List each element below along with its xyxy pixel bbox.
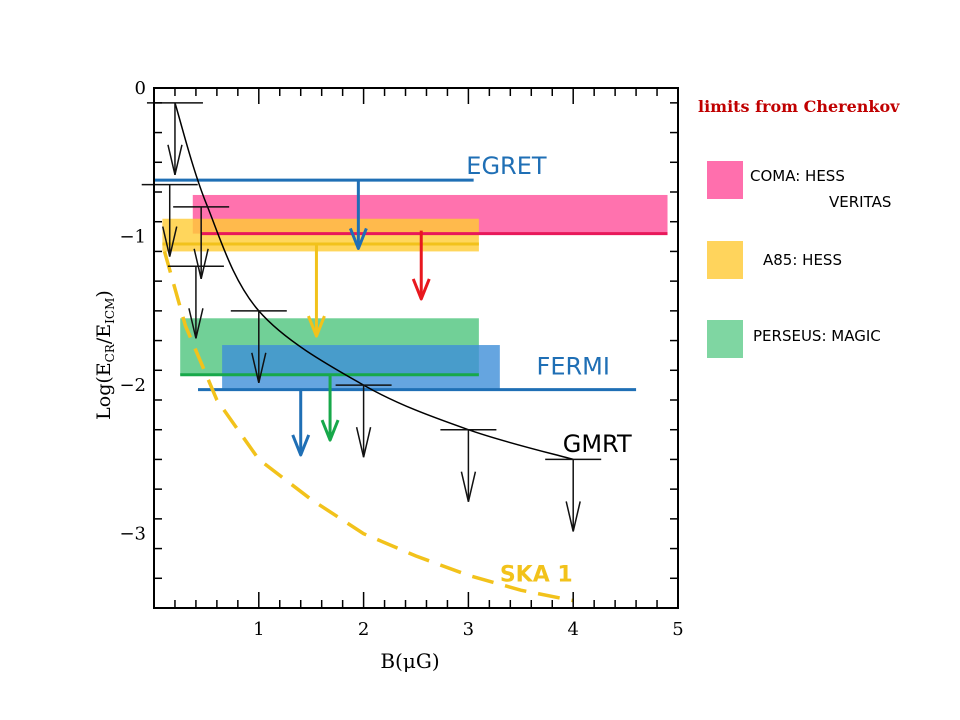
x-tick-label: 1 (253, 619, 264, 640)
legend-swatch-a85 (707, 241, 743, 279)
upper-limit-head-2 (188, 308, 204, 339)
y-axis-label: Log(ECR/EICM) (93, 290, 117, 420)
axis-tick-labels: 1 2 3 4 5 0 −1 −2 −3 (119, 78, 683, 640)
arrow-fermi (291, 389, 311, 457)
upper-limit-marker-5 (335, 384, 392, 458)
arrow-head-egret (348, 227, 368, 250)
upper-limit-head-3 (193, 248, 209, 280)
upper-limit-marker-3 (173, 206, 230, 280)
arrow-head-fermi (291, 434, 311, 457)
y-tick-label: 0 (135, 78, 146, 99)
curve-gmrt (174, 102, 574, 461)
upper-limit-marker-4 (230, 310, 287, 384)
y-label-sub-icm: ICM (103, 298, 117, 324)
y-label-part-slash: /E (93, 324, 115, 344)
arrow-egret (348, 180, 368, 250)
svg-text:Log(ECR/EICM): Log(ECR/EICM) (93, 290, 117, 420)
upper-limit-head-1 (167, 144, 183, 176)
upper-limit-head-7 (565, 501, 581, 532)
y-label-part-close: ) (93, 290, 115, 297)
legend-label-coma: COMA: HESS (750, 167, 845, 185)
upper-limit-marker-0 (141, 183, 198, 257)
x-tick-label: 2 (358, 619, 369, 640)
annotation-fermi: FERMI (537, 353, 610, 381)
y-label-part-log: Log(E (93, 362, 115, 420)
upper-limit-head-0 (161, 226, 178, 257)
x-axis-label: B(μG) (380, 649, 439, 673)
y-tick-label: −2 (119, 375, 146, 396)
annotation-ska-1: SKA 1 (500, 562, 573, 587)
x-tick-label: 3 (463, 619, 474, 640)
arrow-head-a85-hess (307, 315, 326, 338)
upper-limit-marker-7 (545, 458, 602, 532)
legend-label-coma-line2: VERITAS (829, 193, 892, 211)
upper-limit-head-5 (355, 426, 372, 458)
y-label-sub-cr: CR (103, 343, 117, 362)
arrow-perseus-magic (320, 374, 340, 442)
box-fermi-box (222, 345, 500, 390)
annotation-gmrt: GMRT (563, 430, 632, 458)
upper-limit-head-6 (460, 471, 477, 502)
chart-annotations: EGRET FERMI GMRT SKA 1 (466, 152, 632, 587)
upper-limit-marker-1 (146, 102, 203, 176)
y-tick-label: −3 (119, 524, 146, 545)
legend-label-perseus: PERSEUS: MAGIC (753, 327, 881, 345)
legend-label-a85: A85: HESS (763, 251, 842, 269)
plot-border (153, 87, 679, 609)
arrow-head-perseus-magic (320, 419, 340, 442)
y-tick-label: −1 (119, 227, 146, 248)
axis-ticks (153, 88, 679, 609)
plot-frame (153, 87, 679, 609)
x-tick-label: 4 (567, 619, 578, 640)
upper-limit-marker-2 (167, 265, 224, 339)
arrow-coma-hess-veritas (411, 230, 431, 301)
upper-limit-marker-6 (440, 428, 497, 502)
legend-swatch-perseus (707, 320, 743, 358)
arrow-a85-hess (307, 244, 326, 338)
curve-ska-1 (162, 250, 574, 603)
arrow-head-coma-hess-veritas (411, 278, 431, 301)
legend-swatch-coma (707, 161, 743, 199)
legend-title: limits from Cherenkov (698, 97, 900, 116)
x-tick-label: 5 (672, 619, 683, 640)
limit-arrows (291, 180, 431, 457)
upper-limit-head-4 (251, 352, 267, 384)
annotation-egret: EGRET (466, 152, 547, 180)
model-curves (162, 102, 574, 603)
